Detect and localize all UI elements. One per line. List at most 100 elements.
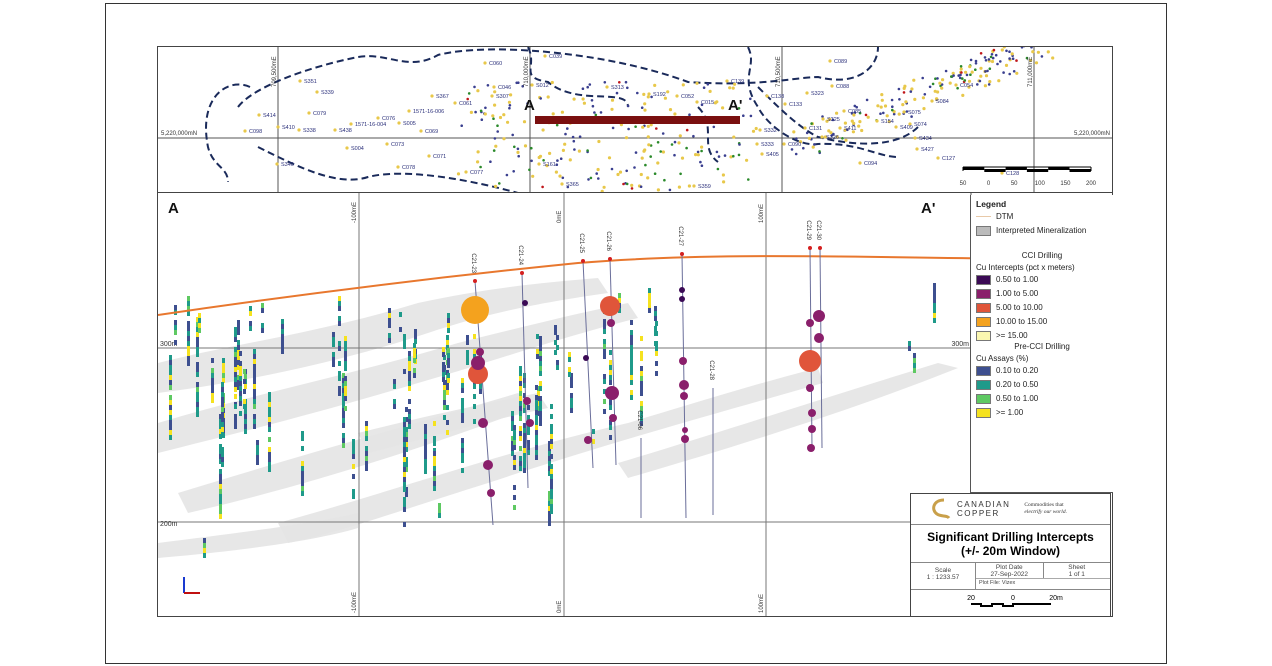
assay-interval [461, 413, 464, 418]
assay-interval [640, 371, 643, 376]
assay-interval [405, 417, 408, 422]
assay-interval [268, 462, 271, 467]
assay-interval [550, 489, 553, 494]
drillhole-collar [988, 80, 992, 84]
assay-interval [187, 306, 190, 311]
assay-interval [513, 440, 516, 445]
assay-interval [536, 349, 539, 354]
assay-interval [187, 361, 190, 366]
interpreted-mineralization [158, 513, 358, 558]
assay-interval [338, 391, 341, 396]
drillhole-collar [663, 178, 666, 182]
drillhole-collar [680, 156, 685, 160]
drillhole-collar [749, 114, 753, 118]
assay-interval [648, 303, 651, 308]
drillhole-collar [633, 166, 636, 169]
drillhole-collar [853, 104, 857, 108]
assay-interval [187, 301, 190, 306]
drillhole-label: S409 [900, 125, 913, 131]
assay-interval [332, 357, 335, 362]
pre-legend-item: 0.50 to 1.00 [976, 392, 1108, 405]
assay-interval [654, 326, 657, 331]
assay-interval [535, 440, 538, 445]
cu-intercept [605, 386, 619, 400]
assay-interval [234, 424, 237, 429]
assay-interval [403, 462, 406, 467]
drillhole-collar [634, 125, 637, 128]
drillhole-collar [496, 124, 499, 127]
drillhole-collar [491, 114, 495, 118]
assay-interval [655, 351, 658, 356]
drillhole-collar [453, 101, 457, 105]
assay-interval [268, 437, 271, 442]
assay-interval [603, 344, 606, 349]
assay-interval [249, 311, 252, 316]
assay-interval [609, 375, 612, 380]
assay-interval [403, 467, 406, 472]
drillhole-collar [692, 134, 695, 138]
assay-interval [169, 370, 172, 375]
assay-interval [221, 457, 224, 462]
cu-intercept [476, 348, 484, 356]
drillhole-collar [655, 127, 658, 130]
assay-interval [196, 362, 199, 367]
assay-interval [187, 331, 190, 336]
drillhole-label: 1571-16-006 [413, 109, 444, 115]
drillhole-collar [677, 185, 682, 189]
section-end-a: A [168, 200, 179, 217]
drillhole-collar [696, 153, 700, 157]
scale-bar-label: 0 [1011, 595, 1015, 602]
drillhole-label: C21-30 [815, 220, 821, 240]
drillhole-collar [493, 137, 497, 140]
drillhole-collar [913, 97, 917, 101]
assay-interval [556, 365, 559, 370]
assay-interval [424, 424, 427, 429]
drillhole-collar [685, 128, 689, 132]
drillhole-collar [810, 122, 813, 125]
drillhole-collar [687, 184, 692, 188]
assay-interval [433, 481, 436, 486]
assay-interval [523, 423, 526, 428]
assay-interval [413, 343, 416, 348]
assay-interval [609, 365, 612, 370]
assay-interval [187, 341, 190, 346]
drillhole-collar [678, 134, 682, 138]
assay-interval [338, 316, 341, 321]
assay-interval [424, 444, 427, 449]
assay-interval [196, 352, 199, 357]
drillhole-collar [831, 118, 835, 122]
assay-interval [603, 389, 606, 394]
assay-interval [405, 427, 408, 432]
drillhole-collar [581, 87, 585, 90]
drillhole-collar [795, 137, 798, 140]
assay-interval [519, 376, 522, 381]
drillhole-collar [561, 176, 565, 180]
drillhole-collar [560, 110, 564, 114]
cu-intercept [813, 310, 825, 322]
pre-legend-item: >= 1.00 [976, 406, 1108, 419]
drillhole-collar [823, 135, 828, 139]
drillhole-label: S338 [303, 128, 316, 134]
drillhole-collar [965, 73, 969, 77]
title-line-1: Significant Drilling Intercepts [927, 530, 1094, 544]
drillhole-collar [668, 108, 673, 112]
assay-interval [301, 431, 304, 436]
assay-interval [222, 368, 225, 373]
assay-interval [403, 442, 406, 447]
assay-interval [523, 453, 526, 458]
assay-interval [433, 466, 436, 471]
drillhole-collar [618, 170, 623, 174]
assay-interval [344, 391, 347, 396]
drillhole-collar [731, 86, 735, 90]
assay-interval [261, 308, 264, 313]
assay-interval [221, 387, 224, 392]
assay-interval [536, 354, 539, 359]
assay-interval [630, 390, 633, 395]
drillhole-collar [792, 130, 796, 134]
drillhole-collar [825, 119, 829, 123]
drillhole-collar [558, 174, 562, 178]
cu-intercept [808, 409, 816, 417]
drillhole-collar [700, 103, 704, 107]
drillhole-collar [376, 116, 380, 120]
legend: Legend DTM Interpreted Mineralization CC… [970, 195, 1113, 493]
